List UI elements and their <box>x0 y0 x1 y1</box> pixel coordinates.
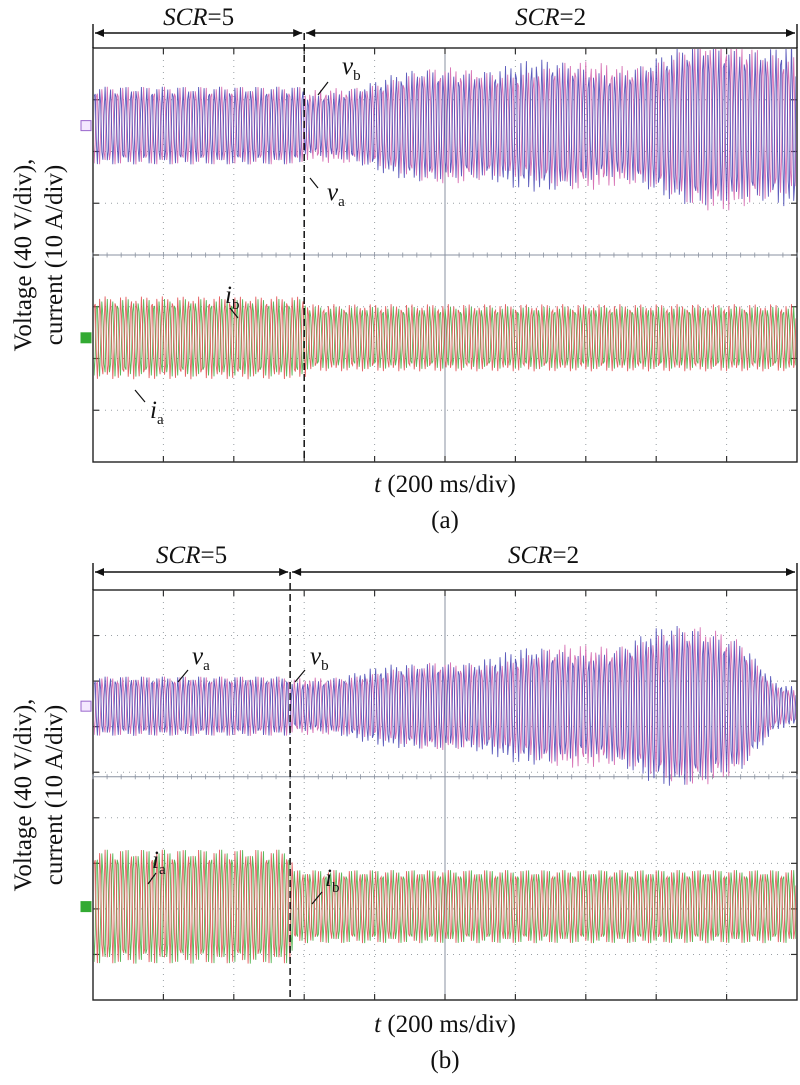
series-label-leader <box>317 81 329 96</box>
series-label-i-b: ib <box>325 865 339 896</box>
series-label-main: v <box>310 643 322 670</box>
x-axis-label-unit: (200 ms/div) <box>381 1011 516 1038</box>
x-axis-label-var: t <box>374 471 382 498</box>
series-label-i-a: ia <box>150 397 164 428</box>
series-label-sub: b <box>332 880 340 896</box>
series-label-sub: a <box>157 412 164 428</box>
series-label-i-b: ib <box>225 282 239 313</box>
waveform-group <box>94 49 796 380</box>
region-label-var: SCR <box>156 542 200 569</box>
series-label-v-b: vb <box>342 53 361 84</box>
series-label-main: v <box>342 53 354 80</box>
series-label-sub: a <box>338 194 345 210</box>
series-label-leader <box>147 872 157 885</box>
series-label-main: i <box>325 865 332 892</box>
region-label-scr: SCR=2 <box>508 542 579 569</box>
region-label-scr: SCR=5 <box>163 4 234 31</box>
region-label-value: =5 <box>200 542 227 569</box>
voltage-channel-marker-icon <box>80 700 92 712</box>
region-arrow-head-left <box>292 568 302 576</box>
series-label-main: i <box>225 282 232 309</box>
region-arrow-head-left <box>95 568 104 576</box>
waveform-group <box>94 625 796 964</box>
region-label-var: SCR <box>515 4 559 31</box>
series-label-leader <box>309 177 319 189</box>
series-label-leader <box>294 669 306 683</box>
waveform-v-b <box>94 49 796 207</box>
region-label-scr: SCR=5 <box>156 542 227 569</box>
series-label-sub: b <box>232 297 240 313</box>
series-label-sub: a <box>203 658 210 674</box>
series-label-v-a: va <box>327 179 345 210</box>
region-arrow-head-left <box>95 29 104 37</box>
region-arrow-head-right <box>786 568 795 576</box>
x-axis-label-unit: (200 ms/div) <box>381 471 516 498</box>
region-arrow-head-right <box>786 29 795 37</box>
series-label-v-a: va <box>192 643 210 674</box>
region-arrow-head-right <box>293 29 303 37</box>
region-label-var: SCR <box>508 542 552 569</box>
series-label-sub: b <box>321 658 329 674</box>
voltage-channel-marker-icon <box>80 120 92 132</box>
current-channel-marker-icon <box>80 901 92 913</box>
waveform-i-b <box>94 849 796 964</box>
series-label-i-a: ia <box>152 847 166 878</box>
panel-label: (b) <box>430 1047 459 1074</box>
panel-label: (a) <box>431 507 459 534</box>
region-label-value: =2 <box>552 542 579 569</box>
series-label-main: i <box>150 397 157 424</box>
y-axis-label-line-1: Voltage (40 V/div), <box>10 159 37 352</box>
region-arrow-head-left <box>306 29 316 37</box>
region-label-value: =5 <box>208 4 235 31</box>
current-channel-marker-icon <box>80 332 92 344</box>
x-axis-label-var: t <box>374 1011 382 1038</box>
series-label-main: v <box>327 179 339 206</box>
region-arrow-head-right <box>279 568 289 576</box>
series-label-leader <box>177 669 189 683</box>
x-axis-label: t (200 ms/div) <box>374 1011 516 1038</box>
series-label-leader <box>134 389 146 403</box>
waveform-v-b <box>94 625 796 786</box>
series-label-v-b: vb <box>310 643 329 674</box>
waveform-i-b <box>94 296 796 380</box>
x-axis-label: t (200 ms/div) <box>374 471 516 498</box>
series-label-sub: b <box>353 68 361 84</box>
series-label-main: i <box>152 847 159 874</box>
y-axis-label-line-2: current (10 A/div) <box>41 705 68 886</box>
region-label-scr: SCR=2 <box>515 4 586 31</box>
series-label-leader <box>311 891 323 905</box>
series-label-main: v <box>192 643 204 670</box>
region-label-value: =2 <box>560 4 587 31</box>
series-label-leader <box>229 307 239 319</box>
region-label-var: SCR <box>163 4 207 31</box>
y-axis-label-line-2: current (10 A/div) <box>41 165 68 346</box>
y-axis-label-line-1: Voltage (40 V/div), <box>10 699 37 892</box>
series-label-sub: a <box>159 862 166 878</box>
